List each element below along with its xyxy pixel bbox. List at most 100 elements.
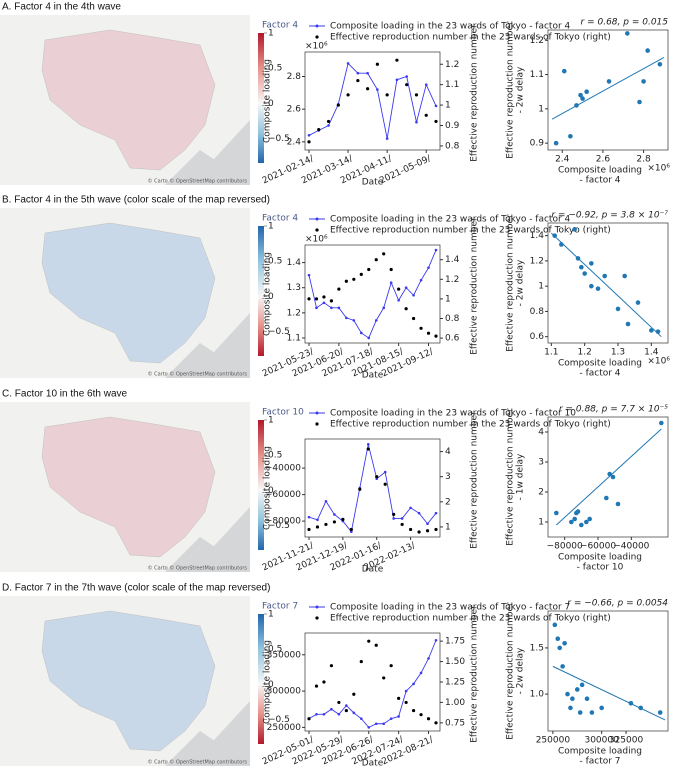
colorbar-tick-label: −0.5 — [268, 521, 290, 531]
dot — [375, 475, 379, 479]
scatter-point — [577, 710, 583, 715]
dot — [374, 258, 378, 262]
y2-tick-label: 3 — [445, 472, 451, 482]
x-tick-label: 300000 — [584, 736, 619, 746]
dot — [400, 522, 404, 527]
dot — [329, 664, 334, 668]
dot — [385, 93, 389, 97]
line-point — [395, 78, 399, 82]
x-tick-label: 1.4 — [644, 348, 659, 358]
legend-marker — [315, 422, 319, 426]
line-point — [382, 306, 386, 310]
line-point — [427, 266, 430, 269]
x-tick-label: −80000 — [547, 542, 583, 552]
scatter-point — [580, 96, 585, 101]
series-line — [308, 444, 437, 533]
dot — [307, 140, 311, 144]
y2-axis-label: Effective reproduction number — [470, 411, 480, 549]
dot — [417, 530, 421, 534]
fit-line — [550, 232, 662, 338]
scatter-point — [589, 710, 595, 715]
legend-label: Composite loading in the 23 wards of Tok… — [330, 215, 571, 225]
line-point — [337, 713, 341, 716]
line-point — [424, 83, 428, 86]
y-offset-label: ×10⁶ — [305, 235, 328, 245]
x-axis-label: Date — [362, 565, 384, 575]
scatter-point — [561, 68, 567, 74]
dot — [326, 119, 331, 124]
scatter-title: r = 0.88, p = 7.7 × 10⁻⁵ — [559, 405, 668, 415]
legend-marker — [315, 411, 319, 415]
legend-marker — [315, 35, 319, 39]
line-point — [434, 638, 438, 642]
dot — [382, 252, 386, 256]
dot — [366, 87, 370, 91]
line-point — [434, 511, 438, 515]
y-axis-label: - 2w delay — [516, 66, 526, 113]
dot — [367, 267, 371, 272]
colorbar — [258, 226, 264, 356]
line-point — [359, 331, 363, 335]
series-line — [308, 640, 437, 728]
line-point — [330, 306, 333, 310]
y2-tick-label: 2 — [445, 497, 451, 507]
x-axis-label: Date — [362, 371, 384, 381]
y-tick-label: 4 — [538, 428, 544, 438]
colorbar-tick-label: 0.5 — [268, 451, 282, 461]
legend-label: Effective reproduction number in the 23 … — [330, 226, 611, 236]
y-tick-label: 0.9 — [530, 139, 545, 149]
colorbar-tick-label: 1 — [268, 222, 274, 232]
colorbar-tick-label: 0.5 — [268, 257, 282, 267]
scatter-point — [645, 48, 650, 53]
dot — [424, 113, 428, 117]
scatter-point — [582, 271, 587, 276]
y2-tick-label: 0.9 — [445, 121, 460, 131]
scatter-point — [587, 516, 592, 522]
dot — [358, 487, 362, 491]
line-point — [315, 713, 318, 716]
dot — [367, 639, 371, 643]
y-tick-label: 3 — [538, 458, 544, 468]
scatter-point — [635, 300, 641, 305]
x-tick-label: 2.8 — [636, 155, 651, 165]
scatter-point — [562, 641, 567, 646]
scatter-point — [552, 622, 558, 628]
panel-title: A. Factor 4 in the 4th wave — [2, 2, 121, 13]
map-attribution: © Carto © OpenStreetMap contributors — [148, 759, 248, 766]
line-point — [327, 124, 330, 127]
scatter-point — [649, 328, 654, 333]
legend-label: Effective reproduction number in the 23 … — [330, 420, 611, 430]
y2-axis-label: Effective reproduction number — [470, 24, 480, 162]
x-axis-label: Date — [362, 178, 384, 188]
scatter-point — [560, 664, 565, 669]
line-point — [316, 518, 319, 522]
line-point — [385, 137, 389, 140]
y-tick-label: 1 — [538, 104, 544, 114]
scatter-title: r = −0.66, p = 0.0054 — [567, 599, 668, 609]
scatter-point — [557, 645, 563, 651]
colorbar-tick-label: −0.5 — [268, 134, 290, 144]
x-tick-label: 1.3 — [611, 348, 625, 358]
map-water — [165, 120, 250, 185]
y-axis-label: Composite loading — [263, 252, 273, 336]
dot — [434, 527, 438, 532]
line-point — [307, 134, 311, 137]
dot — [434, 334, 438, 338]
line-point — [315, 306, 318, 310]
dot — [307, 527, 311, 532]
plot-frame — [304, 51, 441, 151]
y-tick-label: 1.1 — [287, 333, 301, 343]
dot — [322, 680, 326, 684]
y-tick-label: 0.8 — [530, 307, 545, 317]
x-offset-label: ×10⁶ — [647, 357, 670, 367]
line-point — [400, 517, 404, 520]
y2-tick-label: 0.8 — [445, 314, 460, 324]
scatter-point — [604, 495, 609, 501]
line-point — [352, 319, 356, 322]
series-line — [308, 62, 437, 139]
line-point — [337, 306, 341, 310]
fit-line — [551, 56, 665, 120]
y2-tick-label: 1.2 — [445, 60, 459, 70]
scatter-point — [584, 89, 589, 95]
y-tick-label: 250000 — [267, 723, 302, 733]
